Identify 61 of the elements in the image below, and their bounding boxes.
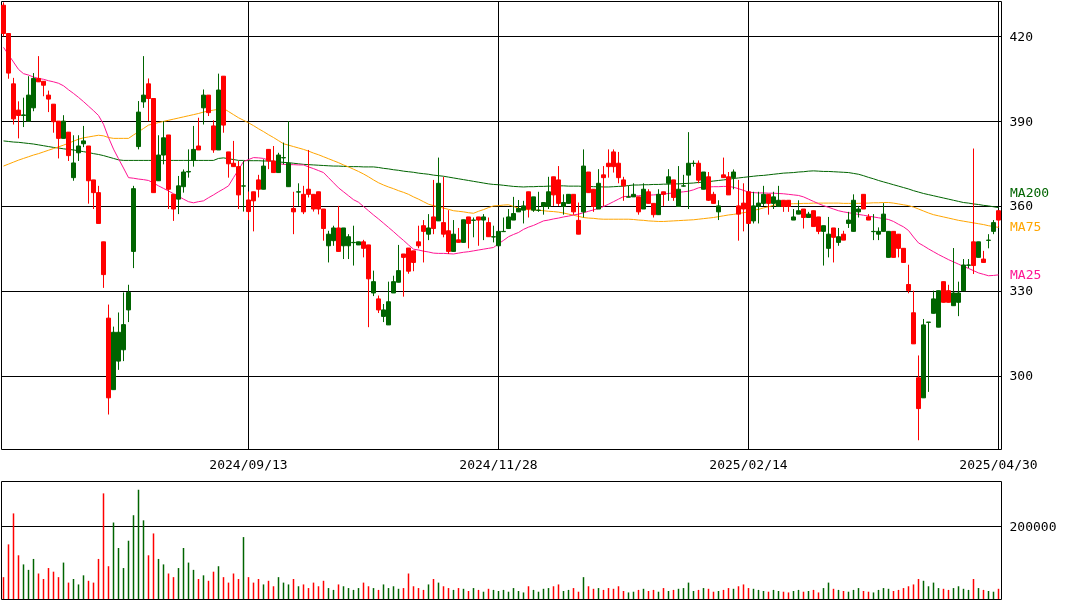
candlestick bbox=[196, 117, 201, 151]
y-tick-label: 300 bbox=[1009, 368, 1033, 384]
candlestick bbox=[656, 188, 661, 216]
candlestick bbox=[126, 284, 131, 323]
series-label: MA25 bbox=[1010, 266, 1042, 282]
candlestick bbox=[206, 94, 211, 117]
series-label: MA200 bbox=[1010, 184, 1050, 200]
y-tick-label: 390 bbox=[1009, 113, 1033, 129]
candlestick bbox=[291, 191, 296, 235]
y-tick-label: 330 bbox=[1009, 283, 1033, 299]
x-tick-label: 2025/04/30 bbox=[959, 456, 1038, 472]
x-tick-label: 2024/09/13 bbox=[209, 456, 288, 472]
series-label: MA75 bbox=[1010, 219, 1042, 235]
candlestick bbox=[81, 125, 86, 148]
candlestick bbox=[731, 168, 736, 190]
candlestick bbox=[766, 193, 771, 216]
candlestick bbox=[621, 176, 626, 202]
candlestick bbox=[906, 264, 911, 294]
candlestick bbox=[821, 225, 826, 267]
candlestick bbox=[926, 321, 931, 393]
candlestick bbox=[431, 179, 436, 235]
candlestick bbox=[666, 168, 671, 202]
candlestick bbox=[486, 217, 491, 238]
candlestick bbox=[46, 90, 51, 113]
line-series bbox=[3, 46, 999, 277]
candlestick bbox=[296, 182, 301, 207]
candlestick bbox=[336, 205, 341, 252]
candlestick bbox=[716, 199, 721, 221]
line-series bbox=[3, 107, 999, 228]
candlestick bbox=[171, 193, 176, 222]
candlestick bbox=[671, 179, 676, 202]
candlestick bbox=[696, 159, 701, 184]
candlestick bbox=[526, 191, 531, 219]
candlestick bbox=[201, 88, 206, 126]
candlestick bbox=[576, 202, 581, 235]
candlestick bbox=[601, 165, 606, 207]
y-tick-label: 360 bbox=[1009, 198, 1033, 214]
x-tick-label: 2024/11/28 bbox=[459, 456, 538, 472]
candlestick bbox=[421, 219, 426, 263]
candlestick bbox=[476, 216, 481, 247]
candlestick bbox=[256, 174, 261, 198]
candlestick bbox=[971, 148, 976, 275]
candlestick bbox=[461, 219, 466, 243]
y-tick-label: 200000 bbox=[1009, 518, 1057, 534]
candlestick bbox=[831, 227, 836, 263]
y-tick-label: 420 bbox=[1009, 28, 1033, 44]
candlestick bbox=[801, 208, 806, 230]
candlestick bbox=[451, 219, 456, 252]
candlestick bbox=[66, 131, 71, 162]
candlestick bbox=[466, 216, 471, 249]
candlestick bbox=[416, 225, 421, 249]
candlestick bbox=[471, 217, 476, 238]
candlestick bbox=[426, 213, 431, 241]
candlestick bbox=[481, 213, 486, 241]
candlestick bbox=[61, 114, 66, 139]
candlestick bbox=[141, 55, 146, 109]
candlestick bbox=[571, 193, 576, 216]
candlestick bbox=[261, 158, 266, 190]
x-tick-label: 2025/02/14 bbox=[709, 456, 788, 472]
candlestick bbox=[826, 216, 831, 258]
candlestick bbox=[371, 270, 376, 297]
